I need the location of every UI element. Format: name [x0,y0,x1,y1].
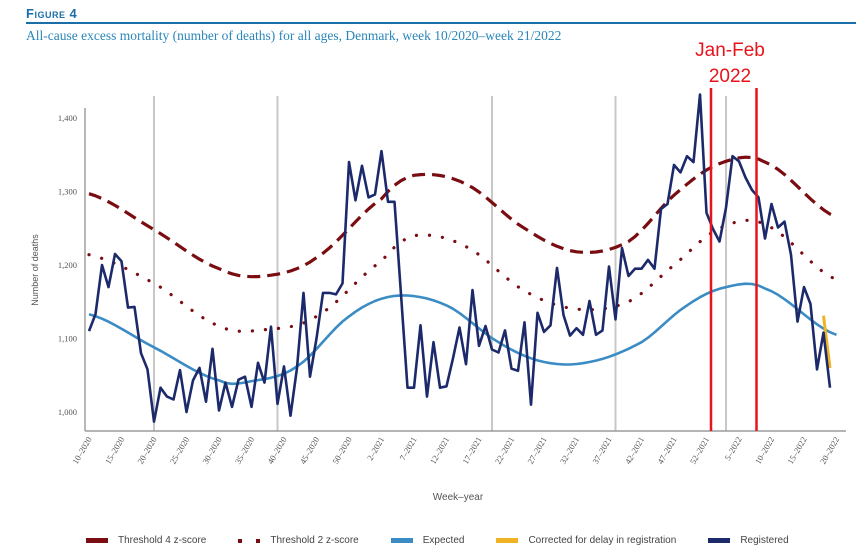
x-tick-label: 47–2021 [655,435,679,466]
corrected-line [822,315,832,369]
figure-title: All-cause excess mortality (number of de… [26,28,562,43]
x-tick-label: 15–2020 [103,435,127,466]
y-axis-label: Number of deaths [30,234,40,306]
x-tick-label: 12–2021 [428,435,452,466]
figure-label: Figure 4 [26,6,78,21]
x-tick-label: 52–2021 [688,435,712,466]
x-tick-label: 25–2020 [168,435,192,466]
x-tick-label: 27–2021 [525,435,549,466]
x-tick-label: 40–2020 [265,435,289,466]
x-tick-label: 50–2020 [330,435,354,466]
legend-item-expected: Expected [390,535,465,546]
threshold-2-zscore-line [87,218,839,333]
x-axis-label: Week–year [433,492,484,503]
x-tick-label: 17–2021 [460,435,484,466]
x-tick-label: 20–2022 [818,435,842,466]
legend-swatch-threshold-2 [238,538,261,543]
y-tick-labels: 1,000 1,100 1,200 1,300 1,400 [58,113,77,417]
legend-swatch-corrected [496,538,519,543]
annotation-line1: Jan-Feb [695,40,765,61]
x-tick-label: 35–2020 [233,435,257,466]
figure-rule [26,22,856,24]
legend-swatch-threshold-4 [86,538,108,543]
legend-label: Threshold 2 z-score [270,535,359,546]
y-tick-label: 1,000 [58,407,77,417]
y-tick-label: 1,400 [58,113,77,123]
x-tick-label: 37–2021 [590,435,614,466]
legend-label: Corrected for delay in registration [528,535,677,546]
registered-line [87,93,832,423]
expected-line [88,282,837,386]
x-tick-label: 45–2020 [298,435,322,466]
x-tick-label: 22–2021 [493,435,517,466]
x-tick-label: 20–2020 [135,435,159,466]
jan-feb-2022-highlight [709,88,758,431]
legend-item-threshold-4: Threshold 4 z-score [86,535,206,546]
annotation-line2: 2022 [708,66,752,87]
legend-label: Threshold 4 z-score [118,535,207,546]
x-tick-label: 10–2022 [753,435,777,466]
y-tick-label: 1,300 [58,187,77,197]
legend-label: Expected [422,535,465,546]
x-tick-label: 10–2020 [70,435,94,466]
x-tick-label: 7–2021 [397,435,418,462]
x-tick-label: 32–2021 [558,435,582,466]
jan-feb-annotation: Jan-Feb 2022 [690,38,770,90]
legend-item-registered: Registered [708,535,789,546]
x-tick-label: 2–2021 [365,435,386,462]
chart-legend: Threshold 4 z-score Threshold 2 z-score … [86,535,821,546]
y-tick-label: 1,200 [58,260,77,270]
legend-item-threshold-2: Threshold 2 z-score [238,535,359,546]
x-tick-label: 5–2022 [722,435,743,462]
x-tick-label: 42–2021 [623,435,647,466]
y-tick-label: 1,100 [58,334,77,344]
legend-item-corrected: Corrected for delay in registration [496,535,676,546]
x-tick-labels: 10–2020 15–2020 20–2020 25–2020 30–2020 35–20… [70,435,841,466]
x-tick-label: 30–2020 [200,435,224,466]
legend-swatch-expected [390,538,413,543]
legend-label: Registered [740,535,789,546]
x-tick-label: 15–2022 [785,435,809,466]
legend-swatch-registered [708,538,731,543]
